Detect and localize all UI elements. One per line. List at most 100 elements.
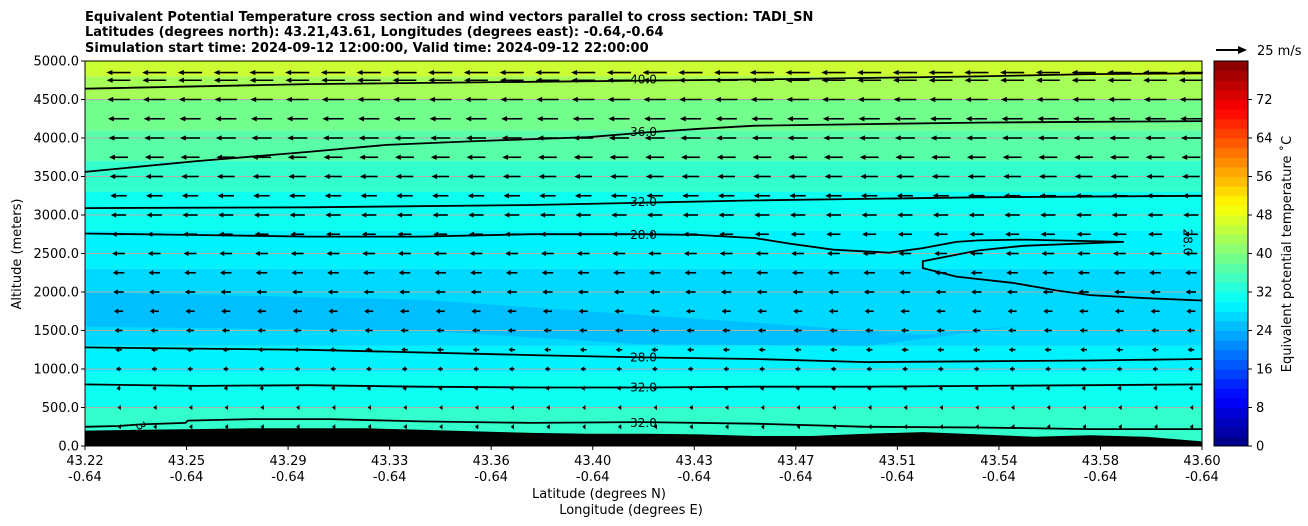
wind-arrow xyxy=(1148,250,1162,257)
wind-arrow xyxy=(822,116,845,122)
fill-band xyxy=(85,99,1202,131)
x-tick-label-lon: -0.64 xyxy=(1185,470,1219,485)
wind-arrow xyxy=(1080,347,1087,353)
wind-arrow xyxy=(145,173,164,180)
contour-label: 32.0 xyxy=(630,416,657,430)
wind-arrow xyxy=(714,69,739,76)
wind-arrow xyxy=(794,366,801,372)
wind-arrow xyxy=(613,270,625,276)
x-tick-label-lat: 43.43 xyxy=(676,454,713,469)
wind-arrow xyxy=(471,308,481,314)
wind-arrow xyxy=(721,308,731,314)
wind-arrow xyxy=(365,366,372,372)
wind-arrow xyxy=(794,347,801,353)
wind-arrow xyxy=(965,116,988,122)
wind-arrow xyxy=(653,404,657,411)
wind-arrow xyxy=(510,404,514,411)
wind-arrow xyxy=(250,116,273,122)
wind-arrow xyxy=(428,96,452,103)
wind-arrow xyxy=(1009,366,1015,372)
wind-arrow xyxy=(330,385,336,391)
wind-arrow xyxy=(326,250,340,257)
wind-arrow xyxy=(106,69,131,76)
fill-band xyxy=(85,372,1202,408)
x-tick-label-lon: -0.64 xyxy=(68,470,102,485)
wind-arrow xyxy=(367,424,372,430)
wind-arrow xyxy=(580,366,586,372)
wind-arrow xyxy=(899,289,911,295)
colorbar-segment xyxy=(1214,215,1248,226)
wind-arrow xyxy=(826,231,841,237)
wind-arrow xyxy=(223,385,228,391)
wind-arrow xyxy=(936,308,946,314)
wind-arrow xyxy=(1041,250,1055,257)
wind-arrow xyxy=(1189,404,1194,411)
wind-arrow xyxy=(757,327,766,334)
wind-arrow xyxy=(361,212,377,218)
x-tick-label-lon: -0.64 xyxy=(576,470,610,485)
wind-arrow xyxy=(1107,77,1132,83)
wind-arrow xyxy=(571,96,595,103)
contour-label: 32.0 xyxy=(630,195,657,209)
wind-arrow xyxy=(179,116,201,122)
wind-arrow xyxy=(1076,231,1091,237)
wind-arrow xyxy=(828,289,839,295)
wind-arrow xyxy=(714,96,738,103)
wind-arrow xyxy=(403,404,407,411)
wind-arrow xyxy=(1042,270,1054,276)
wind-arrow xyxy=(725,424,729,430)
wind-arrow xyxy=(651,347,659,353)
wind-arrow xyxy=(291,270,304,276)
wind-arrow xyxy=(396,193,413,199)
wind-arrow xyxy=(149,308,159,314)
wind-arrow xyxy=(1040,212,1056,218)
wind-arrow xyxy=(107,116,130,122)
wind-arrow xyxy=(1035,69,1060,76)
x-tick-label-lat: 43.40 xyxy=(574,454,611,469)
wind-arrow xyxy=(901,347,909,353)
wind-arrow xyxy=(1046,404,1051,411)
wind-arrow xyxy=(1039,173,1057,180)
wind-arrow xyxy=(329,327,337,334)
wind-arrow xyxy=(1038,154,1058,160)
wind-arrow xyxy=(543,327,552,334)
wind-arrow xyxy=(825,212,842,218)
wind-arrow xyxy=(1002,154,1022,160)
colorbar-segment xyxy=(1214,157,1248,168)
wind-arrow xyxy=(465,116,487,122)
wind-arrow xyxy=(255,270,268,276)
wind-arrow xyxy=(759,366,765,372)
wind-arrow xyxy=(785,69,810,76)
wind-arrow xyxy=(253,193,270,199)
wind-arrow xyxy=(152,385,157,391)
wind-arrow xyxy=(435,289,446,295)
wind-arrow xyxy=(967,173,986,180)
wind-arrow xyxy=(325,231,340,237)
wind-arrow xyxy=(859,154,879,160)
y-tick-label: 500.0 xyxy=(42,401,79,416)
wind-arrow xyxy=(754,231,769,237)
contour-line xyxy=(84,232,1203,302)
contour-lines xyxy=(84,72,1203,430)
wind-arrow xyxy=(1037,116,1059,122)
wind-arrow xyxy=(832,404,836,411)
wind-arrow xyxy=(144,135,165,141)
wind-arrow xyxy=(469,250,483,257)
wind-arrow xyxy=(219,270,232,276)
wind-arrow xyxy=(356,69,381,76)
wind-arrow xyxy=(367,404,372,411)
wind-arrow xyxy=(1151,327,1160,334)
x-tick-label-lat: 43.54 xyxy=(980,454,1017,469)
wind-arrow xyxy=(791,270,804,276)
contour-line xyxy=(84,383,1203,389)
wind-arrow xyxy=(321,77,345,83)
wind-arrow xyxy=(1150,308,1160,314)
wind-arrow xyxy=(680,135,701,141)
x-tick-label-lon: -0.64 xyxy=(1084,470,1118,485)
wind-arrow xyxy=(510,424,514,430)
wind-arrow xyxy=(1180,116,1202,122)
colorbar-segment xyxy=(1214,205,1248,216)
wind-arrow xyxy=(467,173,485,180)
wind-arrow xyxy=(142,96,166,103)
wind-arrow xyxy=(356,77,381,83)
